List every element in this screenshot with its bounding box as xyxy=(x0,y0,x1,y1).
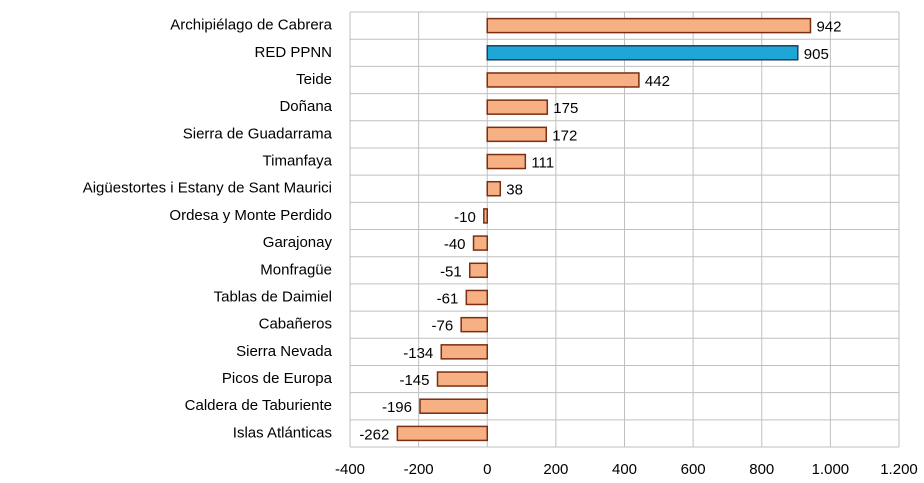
y-tick-label: Monfragüe xyxy=(260,261,332,278)
data-label: -196 xyxy=(382,399,412,416)
x-tick-label: 1.200 xyxy=(880,461,918,478)
bar xyxy=(486,17,812,34)
x-tick-label: 200 xyxy=(543,461,568,478)
y-tick-label: Picos de Europa xyxy=(222,370,333,387)
bar xyxy=(486,72,640,88)
x-tick-label: -200 xyxy=(404,461,434,478)
y-tick-label: Doñana xyxy=(279,98,332,115)
data-label: 172 xyxy=(552,127,577,144)
y-tick-label: Islas Atlánticas xyxy=(233,424,332,441)
data-label: -76 xyxy=(431,318,453,335)
bar xyxy=(436,371,489,387)
bar xyxy=(440,344,488,360)
y-tick-label: Caldera de Taburiente xyxy=(185,397,332,414)
data-label: -40 xyxy=(444,236,466,253)
x-tick-label: 0 xyxy=(483,461,491,478)
data-label: 175 xyxy=(553,100,578,117)
bar xyxy=(460,316,488,333)
y-tick-label: Tablas de Daimiel xyxy=(214,288,332,305)
data-label: -134 xyxy=(403,345,433,362)
y-tick-label: RED PPNN xyxy=(254,44,332,61)
data-label: 111 xyxy=(531,155,554,172)
data-label: -145 xyxy=(399,372,429,389)
data-label: -61 xyxy=(437,290,459,307)
data-label: 38 xyxy=(506,182,523,199)
x-tick-label: -400 xyxy=(335,461,365,478)
bar xyxy=(469,262,488,279)
bar xyxy=(396,425,489,442)
bar xyxy=(486,45,799,61)
bar xyxy=(483,208,489,224)
y-tick-label: Cabañeros xyxy=(259,316,332,333)
data-label: 442 xyxy=(645,73,670,90)
y-tick-label: Sierra de Guadarrama xyxy=(183,125,333,142)
bar xyxy=(486,153,527,170)
y-tick-label: Garajonay xyxy=(263,234,333,251)
y-tick-label: Ordesa y Monte Perdido xyxy=(169,207,332,224)
x-tick-label: 800 xyxy=(749,461,774,478)
data-label: -10 xyxy=(454,209,476,226)
bar xyxy=(472,235,488,251)
data-label: -51 xyxy=(440,263,462,280)
x-tick-label: 1.000 xyxy=(812,461,850,478)
data-label: -262 xyxy=(359,426,389,443)
x-tick-label: 600 xyxy=(681,461,706,478)
bar xyxy=(419,398,488,414)
y-tick-label: Teide xyxy=(296,71,332,88)
y-tick-label: Aigüestortes i Estany de Sant Maurici xyxy=(83,180,332,197)
data-label: 905 xyxy=(804,46,829,63)
bar xyxy=(486,99,549,115)
bar xyxy=(486,180,502,197)
y-tick-label: Sierra Nevada xyxy=(236,343,333,360)
bar xyxy=(486,126,548,143)
bar xyxy=(465,289,488,306)
y-tick-label: Archipiélago de Cabrera xyxy=(170,17,332,34)
data-label: 942 xyxy=(816,19,841,36)
y-tick-label: Timanfaya xyxy=(263,153,333,170)
x-tick-label: 400 xyxy=(612,461,637,478)
